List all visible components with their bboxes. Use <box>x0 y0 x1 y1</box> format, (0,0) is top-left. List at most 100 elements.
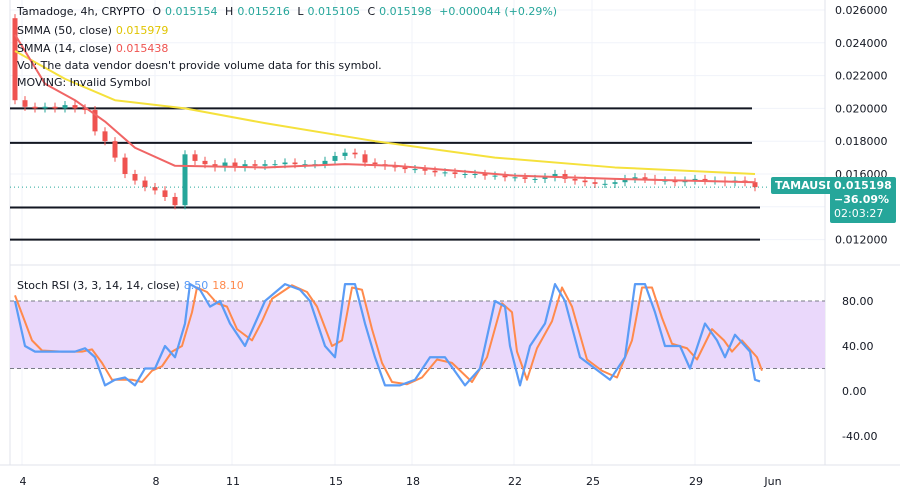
candle-up <box>342 152 348 156</box>
candle-up <box>532 178 538 180</box>
candle-down <box>162 190 168 197</box>
candle-up <box>332 155 338 161</box>
candle-down <box>452 172 458 174</box>
bar-countdown: 02:03:27 <box>834 207 884 220</box>
candle-down <box>52 106 58 109</box>
candle-down <box>362 154 368 163</box>
candle-up <box>692 178 698 181</box>
volume-legend[interactable]: Vol: The data vendor doesn't provide vol… <box>17 59 386 72</box>
candle-up <box>62 105 68 109</box>
candle-down <box>582 180 588 183</box>
stoch-axis-label: 0.00 <box>842 385 867 398</box>
low-value: 0.015105 <box>307 5 360 18</box>
candle-up <box>492 175 498 177</box>
smma50-legend[interactable]: SMMA (50, close) 0.015979 <box>17 24 172 37</box>
candle-up <box>182 154 188 206</box>
candle-down <box>22 100 28 107</box>
candle-up <box>602 183 608 185</box>
candle-down <box>642 177 648 179</box>
close-value: 0.015198 <box>379 5 432 18</box>
change-value: +0.000044 (+0.29%) <box>439 5 558 18</box>
high-value: 0.015216 <box>237 5 290 18</box>
stoch-d-value: 18.10 <box>212 279 244 292</box>
candle-down <box>152 187 158 191</box>
candle-down <box>702 178 708 181</box>
time-axis-label: 15 <box>329 475 343 488</box>
candle-down <box>502 175 508 178</box>
smma50-value: 0.015979 <box>115 24 169 37</box>
stoch-axis-label: 40.00 <box>842 340 874 353</box>
candle-up <box>512 177 518 179</box>
price-tag: 0.015198 −36.09% 02:03:27 <box>830 177 896 223</box>
open-label: O <box>152 5 162 18</box>
volume-message: Vol: The data vendor doesn't provide vol… <box>17 59 382 72</box>
stoch-legend[interactable]: Stoch RSI (3, 3, 14, 14, close) 8.50 18.10 <box>17 279 248 292</box>
candle-down <box>672 180 678 183</box>
candle-down <box>352 152 358 155</box>
candle-up <box>542 177 548 179</box>
candle-up <box>472 174 478 175</box>
candle-down <box>482 174 488 176</box>
smma14-legend[interactable]: SMMA (14, close) 0.015438 <box>17 42 172 55</box>
candle-down <box>752 182 758 188</box>
candle-up <box>282 162 288 165</box>
candle-down <box>172 196 178 206</box>
open-value: 0.015154 <box>165 5 218 18</box>
smma50-line <box>14 50 756 175</box>
stoch-band <box>10 301 825 369</box>
time-axis-label: 25 <box>586 475 600 488</box>
candle-up <box>322 160 328 165</box>
price-axis-label: 0.018000 <box>835 135 888 148</box>
time-axis-label: 22 <box>508 475 522 488</box>
candle-down <box>132 174 138 181</box>
candle-down <box>422 169 428 171</box>
price-change: −36.09% <box>834 193 890 206</box>
stoch-k-line <box>13 283 761 387</box>
candle-down <box>522 177 528 179</box>
candle-down <box>192 154 198 161</box>
candle-down <box>202 160 208 165</box>
time-axis-label: 4 <box>20 475 27 488</box>
candle-up <box>222 162 228 168</box>
stoch-k-value: 8.50 <box>183 279 209 292</box>
candle-up <box>622 178 628 183</box>
high-label: H <box>225 5 234 18</box>
last-price: 0.015198 <box>834 179 892 192</box>
candle-up <box>242 164 248 168</box>
candle-down <box>102 131 108 142</box>
time-axis-label: 8 <box>153 475 160 488</box>
price-axis-label: 0.022000 <box>835 70 888 83</box>
candle-down <box>112 141 118 158</box>
smma50-label: SMMA (50, close) <box>17 24 112 37</box>
candle-down <box>252 164 258 166</box>
candle-up <box>612 182 618 184</box>
moving-legend[interactable]: MOVING: Invalid Symbol <box>17 76 155 89</box>
candle-down <box>372 162 378 165</box>
candle-up <box>462 174 468 175</box>
candle-down <box>402 167 408 170</box>
candle-up <box>302 164 308 166</box>
candle-up <box>262 164 268 166</box>
time-axis-label: 18 <box>406 475 420 488</box>
smma14-label: SMMA (14, close) <box>17 42 112 55</box>
low-label: L <box>297 5 304 18</box>
candle-up <box>632 177 638 179</box>
price-axis-label: 0.026000 <box>835 4 888 17</box>
candle-down <box>122 157 128 174</box>
candle-up <box>412 169 418 171</box>
candle-down <box>592 182 598 184</box>
close-label: C <box>367 5 376 18</box>
candle-down <box>92 110 98 132</box>
price-axis-label: 0.012000 <box>835 234 888 247</box>
smma14-line <box>14 34 756 184</box>
stoch-axis-label: -40.00 <box>842 430 877 443</box>
time-axis-label: Jun <box>763 475 781 488</box>
candle-down <box>572 178 578 181</box>
candle-up <box>272 164 278 166</box>
candle-down <box>72 105 78 109</box>
time-axis-label: 29 <box>689 475 703 488</box>
candle-down <box>82 108 88 111</box>
stoch-label: Stoch RSI (3, 3, 14, 14, close) <box>17 279 180 292</box>
symbol-title: Tamadoge, 4h, CRYPTO <box>17 5 145 18</box>
